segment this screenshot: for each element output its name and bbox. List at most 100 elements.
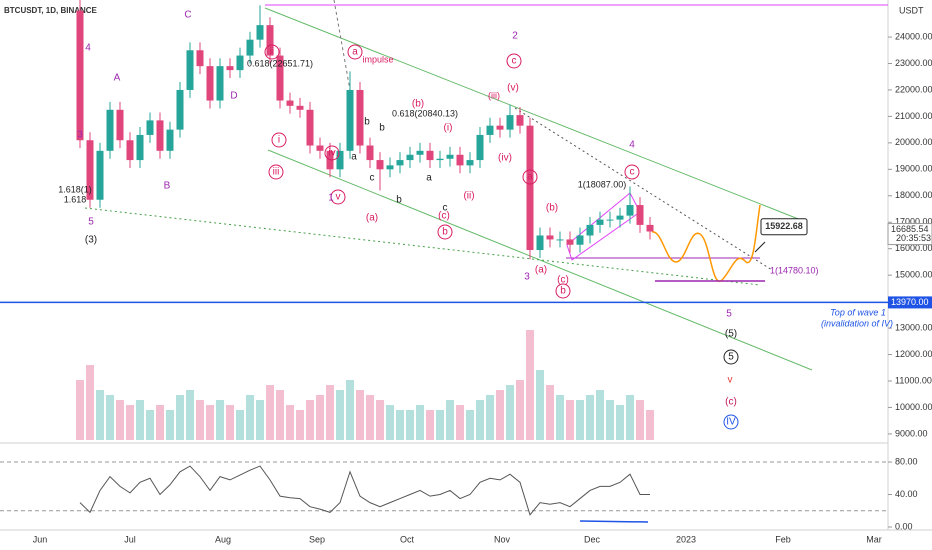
x-tick-label: Jun: [33, 534, 48, 544]
wave-circle: [264, 44, 280, 60]
wave-label: c: [370, 173, 375, 184]
volume-bar: [576, 400, 584, 440]
volume-bar: [216, 400, 224, 440]
volume-bar: [406, 410, 414, 440]
x-tick-label: 2023: [676, 534, 696, 544]
volume-bar: [326, 385, 334, 440]
volume-bar: [596, 390, 604, 440]
volume-bar: [556, 395, 564, 440]
volume-bar: [276, 390, 284, 440]
wave-circle: [555, 283, 571, 299]
wave-label: i: [278, 135, 280, 146]
projection-path: [651, 204, 761, 283]
candle-body: [156, 120, 164, 151]
wave-circle: [330, 189, 346, 205]
volume-bar: [526, 330, 534, 440]
candle-body: [206, 66, 214, 101]
wave-label: (invalidation of IV): [821, 318, 893, 328]
candle-body: [636, 205, 644, 225]
volume-bar: [366, 395, 374, 440]
callout-label: 15922.68: [765, 221, 803, 231]
wave-circle: [268, 164, 284, 180]
volume-bar: [506, 385, 514, 440]
candle-body: [306, 109, 314, 146]
volume-bar: [336, 390, 344, 440]
candle-body: [416, 150, 424, 155]
volume-bar: [396, 410, 404, 440]
volume-bar: [356, 390, 364, 440]
countdown: 20:35:53: [896, 233, 931, 243]
volume-bar: [636, 400, 644, 440]
candle-body: [386, 165, 394, 170]
wave-label: 4: [85, 43, 91, 54]
wave-label: 3: [524, 272, 530, 283]
volume-bar: [496, 390, 504, 440]
wave-label: (a): [535, 265, 547, 276]
candle-body: [126, 140, 134, 161]
volume-bar: [626, 395, 634, 440]
wave-circle: [324, 145, 340, 161]
wave-label: c: [443, 203, 448, 214]
y-tick-label: 12000.00: [895, 349, 932, 359]
volume-bar: [376, 400, 384, 440]
candle-body: [646, 224, 654, 232]
candle-body: [496, 125, 504, 130]
candle-body: [346, 89, 354, 151]
candle-body: [286, 100, 294, 106]
candle-body: [356, 89, 364, 146]
volume-bar: [86, 365, 94, 440]
volume-bar: [466, 410, 474, 440]
volume-bar: [476, 400, 484, 440]
y-tick-label: 80.00: [895, 456, 918, 466]
wave-label: 1(18087.00): [578, 179, 627, 189]
wave-label: 4: [629, 140, 635, 151]
volume-bar: [546, 385, 554, 440]
wave-label: a: [352, 47, 358, 58]
volume-bar: [446, 400, 454, 440]
channel-line: [264, 7, 807, 223]
y-tick-label: 9000.00: [895, 428, 928, 438]
wave-label: (c): [557, 275, 569, 286]
wave-label: 0.618(20840.13): [392, 108, 458, 118]
wave-label: 5: [726, 309, 732, 320]
y-tick-label: 15000.00: [895, 270, 932, 280]
volume-bar: [486, 395, 494, 440]
wave-label: B: [164, 181, 171, 192]
candle-body: [516, 115, 524, 126]
candle-body: [86, 140, 94, 200]
wave-label: IV: [726, 417, 736, 428]
volume-bar: [156, 405, 164, 440]
symbol-title: BTCUSDT, 1D, BINANCE: [4, 6, 98, 15]
x-tick-label: Oct: [400, 534, 415, 544]
volume-bar: [316, 395, 324, 440]
wave-circle: [271, 132, 287, 148]
wave-label: 5: [728, 352, 734, 363]
volume-bar: [616, 405, 624, 440]
candle-body: [296, 105, 304, 110]
wave-label: 0.618(22651.71): [247, 58, 313, 68]
x-tick-label: Sep: [309, 534, 325, 544]
volume-bar: [536, 370, 544, 440]
y-tick-label: 24000.00: [895, 31, 932, 41]
wave-label: b: [560, 286, 566, 297]
candle-body: [116, 109, 124, 141]
x-tick-label: Mar: [866, 534, 882, 544]
candle-body: [436, 158, 444, 161]
y-tick-label: 11000.00: [895, 375, 932, 385]
wave-label: 5: [88, 217, 94, 228]
wave-label: (c): [725, 397, 737, 408]
volume-bar: [566, 400, 574, 440]
candle-body: [216, 66, 224, 101]
volume-bar: [266, 385, 274, 440]
x-tick-label: Aug: [215, 534, 231, 544]
y-tick-label: 22000.00: [895, 84, 932, 94]
wave-label: (i): [444, 123, 453, 134]
dotted-line: [514, 107, 773, 271]
wave-label: ii: [270, 47, 274, 58]
wave-circle: [723, 414, 739, 430]
wave-label: a: [527, 172, 533, 183]
x-tick-label: Feb: [775, 534, 791, 544]
volume-bar: [146, 410, 154, 440]
y-tick-label: 0.00: [895, 521, 913, 531]
